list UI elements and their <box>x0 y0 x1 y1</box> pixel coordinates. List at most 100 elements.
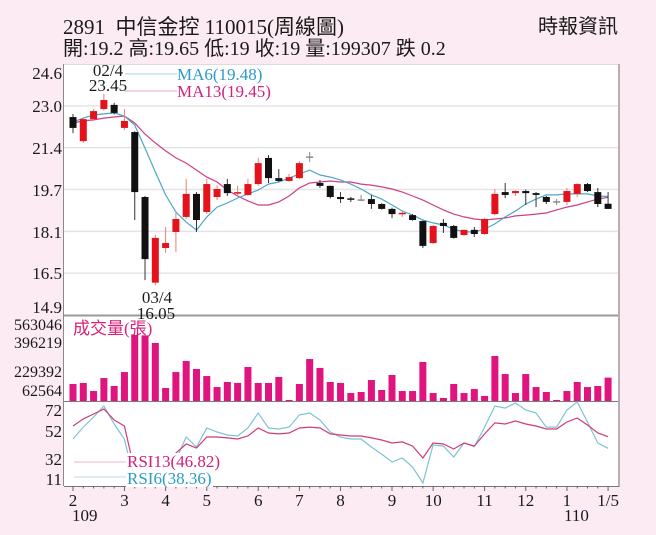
volume-bar <box>604 377 612 401</box>
ma6-line <box>72 112 609 233</box>
x-axis-tick: 7 <box>295 491 304 510</box>
candle-body <box>141 197 149 260</box>
candle-body <box>429 225 437 244</box>
volume-bar <box>553 399 561 401</box>
plot-area <box>64 64 619 486</box>
candle-body <box>491 193 499 215</box>
volume-bar <box>110 385 118 401</box>
x-axis-year-label: 110 <box>564 506 589 525</box>
candle-body <box>203 184 211 213</box>
ma13-legend: MA13(19.45) <box>177 82 271 101</box>
volume-bar <box>511 393 519 401</box>
volume-bar <box>542 391 550 401</box>
candle-body <box>501 192 509 195</box>
price-axis-tick: 16.5 <box>32 264 62 283</box>
volume-bar <box>285 399 293 401</box>
x-axis-tick: 3 <box>120 491 129 510</box>
volume-bar <box>172 372 180 401</box>
x-axis-tick: 8 <box>336 491 345 510</box>
candle-body <box>337 197 345 200</box>
candle-body <box>192 193 200 221</box>
volume-bar <box>275 376 283 401</box>
volume-bar <box>295 384 303 401</box>
volume-bar <box>141 335 149 401</box>
volume-bar <box>584 387 591 401</box>
volume-bar <box>151 342 159 401</box>
candle-body <box>306 156 314 158</box>
ma13-line <box>72 115 609 221</box>
high-date-annotation: 02/4 <box>92 61 124 80</box>
candle-body <box>79 119 87 142</box>
rsi13-legend: RSI13(46.82) <box>126 452 222 471</box>
price-axis-tick: 24.6 <box>32 64 62 83</box>
volume-bar <box>439 397 447 401</box>
candle-body <box>285 177 293 181</box>
candle-body <box>326 185 334 198</box>
candle-body <box>162 243 170 248</box>
volume-bar <box>532 387 540 401</box>
volume-bar <box>429 393 437 401</box>
volume-bar <box>491 355 499 401</box>
candle-body <box>151 237 159 283</box>
x-axis-tick: 2 <box>68 491 78 510</box>
candle-body <box>511 191 519 194</box>
rsi-axis-tick: 52 <box>45 422 62 441</box>
high-value-annotation: 23.45 <box>88 76 128 95</box>
volume-bar <box>131 335 139 401</box>
volume-bar <box>563 391 571 401</box>
volume-bar <box>450 384 458 401</box>
candle-body <box>244 184 252 195</box>
source-label: 時報資訊 <box>538 16 618 38</box>
x-axis-tick: 9 <box>387 491 397 510</box>
volume-bar <box>306 359 314 401</box>
candle-body <box>234 192 242 194</box>
volume-axis-tick: 229392 <box>14 364 62 381</box>
candle-body <box>378 203 386 209</box>
volume-bar <box>501 374 509 401</box>
volume-bar <box>470 389 478 401</box>
candle-body <box>542 197 550 202</box>
candle-body <box>275 178 283 181</box>
x-axis-tick: 6 <box>253 491 263 510</box>
volume-bar <box>192 368 200 401</box>
chart-title: 2891 中信金控 110015(周線圖) <box>63 15 344 39</box>
volume-bar <box>244 367 252 401</box>
low-value-annotation: 16.05 <box>136 304 176 323</box>
candle-body <box>120 120 128 128</box>
rsi-axis-tick: 11 <box>45 470 62 489</box>
volume-bar <box>213 387 221 401</box>
x-axis-tick: 1/5 <box>597 491 619 510</box>
candle-body <box>584 184 591 192</box>
volume-bar <box>316 367 324 401</box>
rsi-axis-tick: 32 <box>45 450 62 469</box>
volume-bar <box>203 376 211 401</box>
volume-bar <box>254 382 262 401</box>
x-axis-tick: 10 <box>424 491 442 510</box>
candle-body <box>347 198 355 200</box>
candle-body <box>100 99 108 110</box>
candle-body <box>295 163 303 179</box>
volume-bar <box>100 378 108 401</box>
x-axis-tick: 11 <box>476 491 493 510</box>
price-axis-tick: 18.1 <box>32 223 62 242</box>
volume-bar <box>223 382 231 401</box>
candle-body <box>254 163 262 185</box>
candle-body <box>90 111 98 120</box>
candle-body <box>522 191 530 194</box>
candle-body <box>357 199 365 201</box>
candle-body <box>131 132 139 193</box>
volume-bar <box>182 361 190 401</box>
price-axis-tick: 21.4 <box>32 139 62 158</box>
candle-body <box>594 192 602 204</box>
candle-body <box>563 191 571 202</box>
low-date-annotation: 03/4 <box>141 288 173 307</box>
volume-bar <box>522 374 530 401</box>
volume-bar <box>162 387 170 401</box>
candle-body <box>398 212 406 215</box>
x-axis-year-label: 109 <box>72 506 98 525</box>
candle-body <box>409 215 417 221</box>
volume-bar <box>337 382 345 401</box>
candle-body <box>182 193 190 217</box>
candle-body <box>553 201 561 203</box>
volume-bar <box>234 382 242 401</box>
